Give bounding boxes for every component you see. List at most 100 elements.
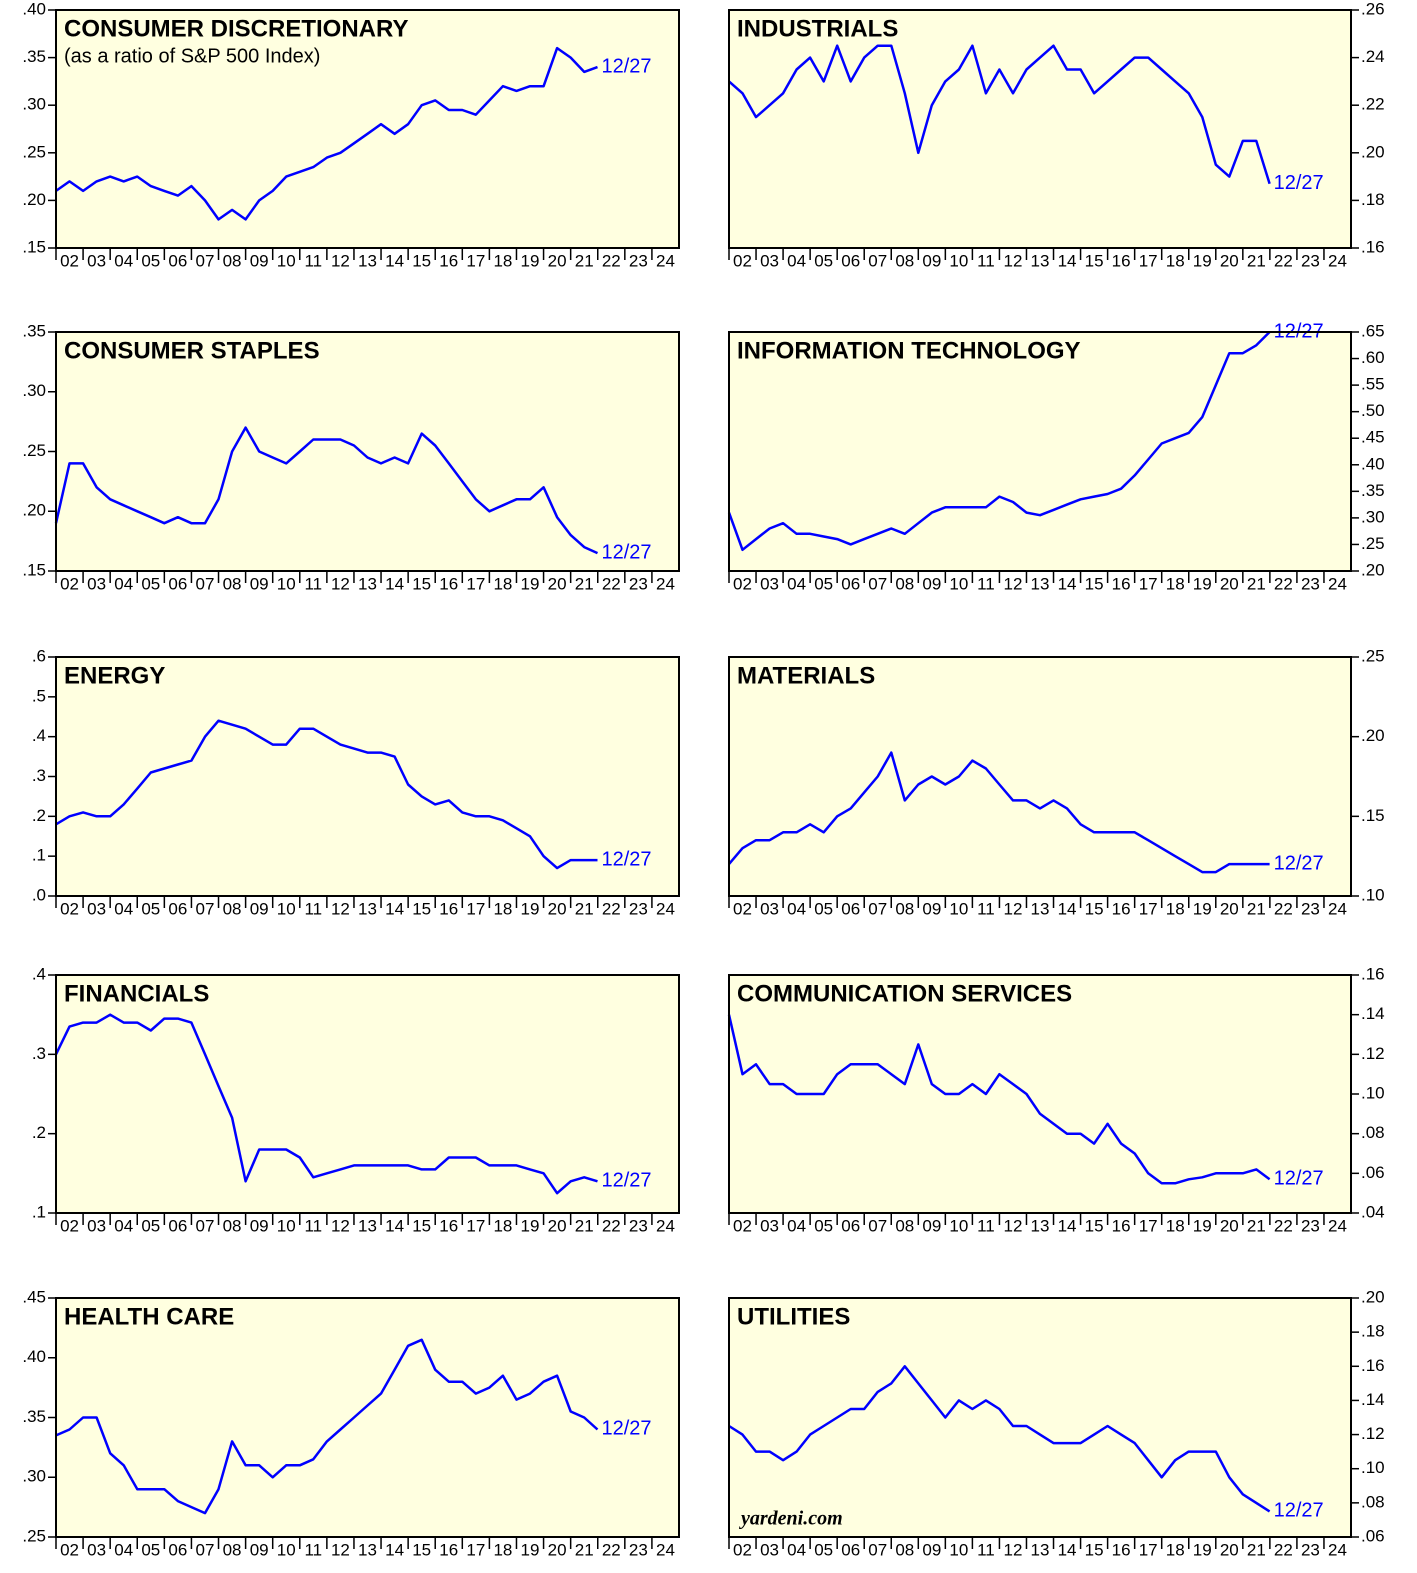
x-tick-label: 05: [141, 574, 160, 593]
panel-title: INFORMATION TECHNOLOGY: [737, 337, 1081, 364]
y-tick-label: .35: [22, 321, 46, 340]
y-tick-label: .1: [32, 846, 46, 865]
x-tick-label: 02: [733, 1216, 752, 1235]
x-tick-label: 13: [358, 899, 377, 918]
x-tick-label: 15: [412, 1216, 431, 1235]
x-tick-label: 09: [922, 899, 941, 918]
x-tick-label: 03: [87, 1216, 106, 1235]
x-tick-label: 06: [841, 251, 860, 270]
y-tick-label: .45: [1361, 428, 1385, 447]
end-label: 12/27: [601, 1170, 651, 1192]
x-tick-label: 14: [385, 1540, 404, 1559]
x-tick-label: 08: [223, 899, 242, 918]
x-tick-label: 14: [1058, 899, 1077, 918]
x-tick-label: 13: [358, 1540, 377, 1559]
x-tick-label: 05: [141, 1216, 160, 1235]
x-tick-label: 10: [277, 899, 296, 918]
panel-title: CONSUMER DISCRETIONARY: [64, 15, 408, 42]
x-tick-label: 17: [1139, 899, 1158, 918]
source-note: yardeni.com: [739, 1508, 843, 1530]
x-tick-label: 23: [1301, 899, 1320, 918]
x-tick-label: 14: [385, 251, 404, 270]
x-tick-label: 14: [1058, 251, 1077, 270]
x-tick-label: 19: [521, 1216, 540, 1235]
x-tick-label: 09: [250, 899, 269, 918]
x-tick-label: 16: [1112, 1540, 1131, 1559]
x-tick-label: 04: [114, 1540, 133, 1559]
x-tick-label: 10: [949, 574, 968, 593]
x-tick-label: 02: [733, 251, 752, 270]
panel: .25 .30 .35 .40 .45 02 03 04 05 06 07 08 09 10 11 12 13 1…: [22, 1287, 680, 1559]
x-tick-label: 11: [304, 1216, 322, 1235]
x-tick-label: 17: [1139, 1540, 1158, 1559]
x-tick-label: 19: [1193, 1216, 1212, 1235]
x-tick-label: 23: [1301, 1540, 1320, 1559]
x-tick-label: 24: [656, 1216, 675, 1235]
x-tick-label: 16: [1112, 251, 1131, 270]
x-tick-label: 12: [331, 574, 350, 593]
plot-frame: [55, 656, 680, 897]
x-tick-label: 06: [168, 1540, 187, 1559]
x-tick-label: 11: [304, 574, 322, 593]
x-tick-label: 15: [1085, 251, 1104, 270]
x-tick-label: 18: [493, 899, 512, 918]
x-tick-label: 02: [60, 251, 79, 270]
x-tick-label: 09: [922, 251, 941, 270]
x-tick-label: 09: [922, 1540, 941, 1559]
plot-frame: [728, 9, 1352, 249]
x-tick-label: 06: [168, 1216, 187, 1235]
y-tick-label: .0: [32, 885, 46, 904]
x-tick-label: 20: [1220, 899, 1239, 918]
x-tick-label: 15: [1085, 899, 1104, 918]
plot-area: [56, 975, 679, 1213]
x-tick-label: 20: [1220, 1216, 1239, 1235]
x-tick-label: 18: [1166, 574, 1185, 593]
x-tick-label: 09: [250, 574, 269, 593]
x-tick-label: 12: [1003, 1216, 1022, 1235]
x-tick-label: 03: [760, 251, 779, 270]
x-tick-label: 08: [223, 574, 242, 593]
x-tick-label: 23: [629, 574, 648, 593]
x-tick-label: 17: [1139, 574, 1158, 593]
series-line: [728, 751, 1270, 874]
panel: .06 .08 .10 .12 .14 .16 .18 .20 02 03 04 05 06 07 08 09…: [728, 1287, 1385, 1559]
x-tick-label: 03: [87, 574, 106, 593]
series-line: [728, 44, 1271, 185]
x-tick-label: 22: [602, 1540, 621, 1559]
x-tick-label: 13: [358, 251, 377, 270]
y-tick-label: .25: [22, 142, 46, 161]
y-tick-label: .1: [32, 1202, 46, 1221]
x-tick-label: 06: [841, 899, 860, 918]
x-tick-label: 10: [949, 251, 968, 270]
y-tick-label: .30: [22, 381, 46, 400]
x-tick-label: 24: [656, 574, 675, 593]
plot-frame: [55, 1297, 680, 1538]
x-tick-label: 16: [439, 574, 458, 593]
x-tick-label: 04: [787, 251, 806, 270]
x-tick-label: 06: [841, 574, 860, 593]
panel-title: ENERGY: [64, 662, 165, 689]
x-tick-label: 16: [439, 1540, 458, 1559]
x-tick-label: 24: [1328, 899, 1347, 918]
x-tick-label: 02: [60, 1216, 79, 1235]
x-tick-label: 15: [1085, 1540, 1104, 1559]
x-tick-label: 23: [1301, 251, 1320, 270]
x-tick-label: 14: [1058, 1540, 1077, 1559]
x-tick-label: 19: [1193, 899, 1212, 918]
y-tick-label: .2: [32, 1123, 46, 1142]
series-line: [55, 1338, 599, 1515]
series-line: [728, 1365, 1271, 1513]
x-tick-label: 12: [331, 1216, 350, 1235]
x-tick-label: 18: [493, 574, 512, 593]
x-tick-label: 04: [787, 1540, 806, 1559]
x-tick-label: 12: [331, 899, 350, 918]
x-tick-label: 21: [1247, 574, 1266, 593]
x-tick-label: 21: [1247, 251, 1266, 270]
x-tick-label: 22: [1274, 1216, 1293, 1235]
x-tick-label: 12: [331, 251, 350, 270]
x-tick-label: 03: [760, 1540, 779, 1559]
y-tick-label: .15: [22, 237, 46, 256]
plot-frame: [55, 974, 680, 1214]
y-tick-label: .26: [1361, 0, 1385, 18]
